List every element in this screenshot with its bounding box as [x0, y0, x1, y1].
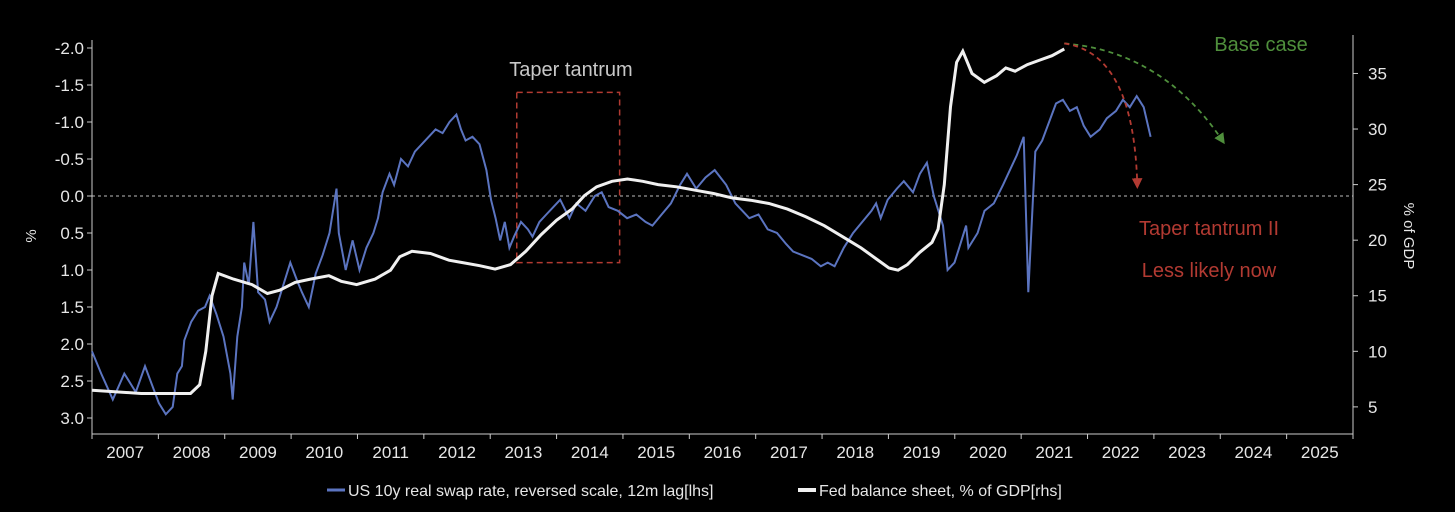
annotation-less-likely-now: Less likely now	[1142, 260, 1277, 282]
right-axis: 5 10 15 20 25 30 35	[1352, 35, 1387, 434]
left-tick-label: -1.5	[55, 76, 84, 95]
projection-arrow	[1064, 42, 1143, 189]
x-tick-label: 2014	[571, 443, 609, 462]
taper-tantrum-box	[516, 91, 621, 264]
right-tick-label: 5	[1368, 398, 1377, 417]
x-tick-label: 2008	[173, 443, 211, 462]
right-tick-label: 15	[1368, 287, 1387, 306]
series-fed-balance-sheet-line	[91, 47, 1066, 395]
x-axis: 2007 2008 2009 2010 2011 2012 2013 2014 2015 2016…	[91, 433, 1354, 462]
x-tick-label: 2024	[1235, 443, 1273, 462]
x-tick-label: 2020	[969, 443, 1007, 462]
x-tick-label: 2007	[106, 443, 144, 462]
left-axis-title: %	[23, 229, 40, 242]
annotation-taper-tantrum-ii: Taper tantrum II	[1139, 218, 1279, 240]
x-tick-label: 2021	[1035, 443, 1073, 462]
x-tick-label: 2013	[504, 443, 542, 462]
left-tick-label: -2.0	[55, 39, 84, 58]
x-tick-label: 2010	[305, 443, 343, 462]
x-tick-label: 2012	[438, 443, 476, 462]
right-tick-label: 25	[1368, 176, 1387, 195]
left-tick-label: 3.0	[60, 409, 84, 428]
legend: US 10y real swap rate, reversed scale, 1…	[327, 483, 1062, 500]
left-tick-label: -1.0	[55, 113, 84, 132]
left-tick-label: 1.0	[60, 261, 84, 280]
left-tick-label: 2.5	[60, 372, 84, 391]
annotation-taper-tantrum: Taper tantrum	[509, 59, 632, 81]
legend-label-fed-balance-sheet: Fed balance sheet, % of GDP[rhs]	[819, 483, 1062, 500]
x-tick-label: 2022	[1102, 443, 1140, 462]
right-tick-label: 10	[1368, 342, 1387, 361]
x-tick-label: 2015	[637, 443, 675, 462]
projection-arrow	[1064, 42, 1225, 145]
x-tick-label: 2023	[1168, 443, 1206, 462]
legend-label-real-swap-rate: US 10y real swap rate, reversed scale, 1…	[348, 483, 714, 500]
x-tick-label: 2016	[704, 443, 742, 462]
left-tick-label: -0.5	[55, 150, 84, 169]
left-tick-label: 2.0	[60, 335, 84, 354]
right-tick-label: 20	[1368, 231, 1387, 250]
x-tick-label: 2009	[239, 443, 277, 462]
x-tick-label: 2025	[1301, 443, 1339, 462]
x-tick-label: 2011	[372, 443, 409, 462]
plot-area: -2.0 -1.5 -1.0 -0.5 0.0 0.5 1.0 1.5 2.0 2.5 3.0 5 1…	[55, 35, 1387, 462]
left-axis: -2.0 -1.5 -1.0 -0.5 0.0 0.5 1.0 1.5 2.0 2.5 3.0	[55, 39, 93, 434]
left-tick-label: 0.0	[60, 187, 84, 206]
x-tick-label: 2017	[770, 443, 808, 462]
right-tick-label: 30	[1368, 120, 1387, 139]
right-tick-label: 35	[1368, 64, 1387, 83]
annotation-base-case: Base case	[1214, 34, 1307, 56]
projections	[1064, 42, 1225, 189]
right-axis-title: % of GDP	[1400, 203, 1417, 270]
left-tick-label: 1.5	[60, 298, 84, 317]
x-tick-label: 2019	[903, 443, 941, 462]
x-tick-label: 2018	[836, 443, 874, 462]
left-tick-label: 0.5	[60, 224, 84, 243]
series-real-swap-rate-line	[91, 94, 1152, 416]
